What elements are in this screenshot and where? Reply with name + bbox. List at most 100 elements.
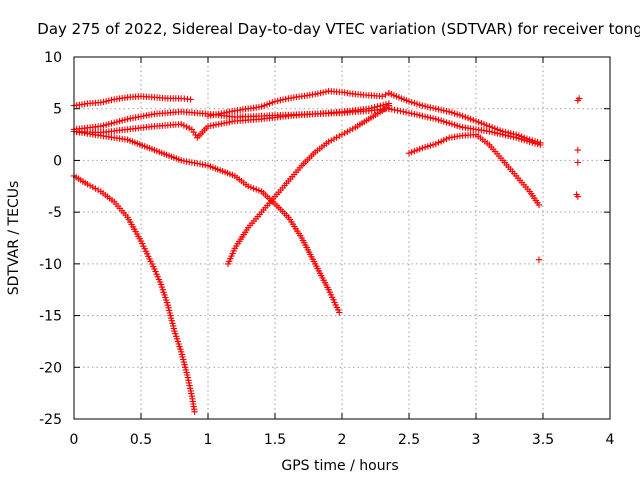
data-point: [312, 91, 319, 98]
data-point: [429, 141, 437, 148]
data-point: [432, 105, 439, 112]
data-point: [374, 103, 381, 110]
data-point: [338, 131, 346, 138]
data-point: [100, 122, 107, 129]
data-point: [380, 101, 387, 109]
data-point: [408, 149, 415, 156]
data-point: [470, 116, 477, 124]
tick-labels: 0 0.5 1 1.5 2 2.5 3 3.5 4 10 5 0 -5 -10 -15 -20 -25: [39, 50, 614, 448]
data-point: [472, 117, 480, 125]
data-point: [255, 187, 263, 194]
data-point: [435, 139, 442, 146]
x-tick-label: 2.5: [398, 432, 420, 448]
data-point: [253, 186, 260, 193]
series-track-a-top-left: [70, 93, 194, 109]
data-point: [523, 137, 531, 145]
x-tick-label: 0.5: [130, 432, 152, 448]
data-point: [314, 90, 322, 97]
data-point: [336, 132, 343, 140]
x-tick-label: 2: [338, 432, 347, 448]
series-track-g-upper-band: [204, 87, 393, 120]
data-point: [494, 130, 501, 137]
data-point: [271, 98, 279, 105]
data-point: [427, 142, 434, 149]
x-tick-label: 3: [472, 432, 481, 448]
data-point: [397, 107, 404, 115]
data-point: [226, 119, 233, 126]
y-tick-label: -10: [39, 257, 62, 273]
data-point: [400, 108, 407, 115]
data-point: [454, 122, 461, 129]
series-track-c-falling-from-0: [70, 172, 198, 415]
data-point: [443, 135, 450, 143]
data-point: [377, 102, 384, 109]
data-point: [454, 111, 461, 118]
data-point: [483, 122, 490, 129]
data-point: [100, 98, 107, 106]
data-point: [446, 108, 453, 115]
data-point: [274, 97, 281, 105]
data-point: [448, 109, 456, 116]
data-point: [440, 118, 447, 125]
data-point: [427, 114, 434, 121]
data-point: [184, 374, 192, 381]
data-point: [282, 95, 289, 103]
data-point: [456, 111, 464, 119]
data-point: [322, 88, 330, 95]
plot-frame: [73, 56, 611, 420]
data-point: [140, 112, 147, 120]
data-point: [408, 99, 415, 106]
data-point: [402, 109, 410, 116]
data-point: [328, 137, 335, 144]
series-track-h-right-upper: [385, 90, 544, 146]
data-point: [535, 256, 543, 263]
data-point: [180, 157, 188, 165]
data-point: [488, 128, 496, 136]
data-point: [416, 112, 423, 119]
data-point: [247, 184, 255, 191]
data-point: [186, 124, 193, 132]
data-point: [526, 138, 533, 145]
data-points: [70, 87, 583, 415]
data-point: [269, 99, 276, 106]
data-point: [480, 121, 488, 128]
x-tick-label: 1.5: [264, 432, 286, 448]
data-point: [405, 109, 413, 117]
data-point: [382, 101, 390, 108]
data-point: [391, 106, 398, 114]
data-point: [124, 115, 131, 123]
data-point: [574, 159, 581, 166]
data-point: [456, 123, 464, 130]
data-point: [105, 97, 112, 104]
data-point: [521, 137, 528, 144]
data-point: [186, 382, 193, 389]
y-tick-label: -15: [39, 309, 62, 325]
data-point: [97, 99, 104, 106]
data-point: [419, 102, 426, 109]
data-point: [341, 129, 348, 137]
data-point: [448, 120, 456, 128]
data-point: [529, 139, 536, 146]
data-point: [365, 105, 372, 112]
series-track-i-right-lower: [385, 105, 544, 149]
series-track-d-descending-through-1.5: [70, 128, 343, 316]
data-point: [346, 127, 354, 134]
data-point: [421, 103, 429, 110]
data-point: [510, 133, 517, 141]
data-point: [427, 104, 434, 111]
data-point: [432, 140, 439, 148]
x-axis-label: GPS time / hours: [281, 458, 398, 474]
data-point: [279, 96, 287, 103]
x-tick-label: 4: [606, 432, 615, 448]
series-track-e-mid-band: [70, 105, 393, 133]
data-point: [185, 379, 193, 387]
data-point: [368, 104, 375, 112]
data-point: [413, 100, 421, 108]
data-point: [220, 109, 228, 117]
data-point: [435, 116, 442, 124]
data-point: [413, 146, 421, 154]
data-point: [405, 150, 413, 157]
data-point: [467, 115, 474, 123]
data-point: [440, 107, 447, 114]
data-point: [113, 118, 121, 126]
